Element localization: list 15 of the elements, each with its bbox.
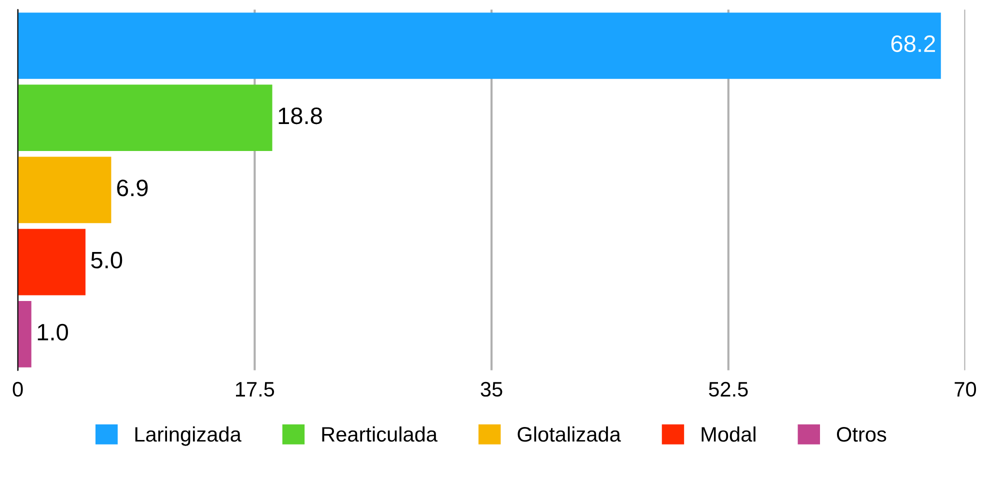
x-tick-label: 0: [12, 382, 23, 397]
legend-label: Otros: [836, 426, 886, 442]
legend-label: Modal: [702, 426, 756, 442]
x-tick-label: 52.5: [708, 382, 748, 397]
data-label: 68.2: [891, 35, 935, 52]
legend-label: Laringizada: [135, 426, 242, 446]
data-label: 1.0: [38, 324, 68, 341]
legend-label: Rearticulada: [322, 426, 438, 442]
data-label: 18.8: [278, 107, 322, 124]
x-tick-label: 17.5: [236, 382, 274, 397]
data-label: 6.9: [117, 180, 148, 196]
data-label: 5.0: [91, 252, 122, 268]
x-tick-label: 35: [480, 382, 502, 397]
x-tick-label: 70: [954, 382, 976, 397]
legend-label: Glotalizada: [518, 426, 621, 442]
